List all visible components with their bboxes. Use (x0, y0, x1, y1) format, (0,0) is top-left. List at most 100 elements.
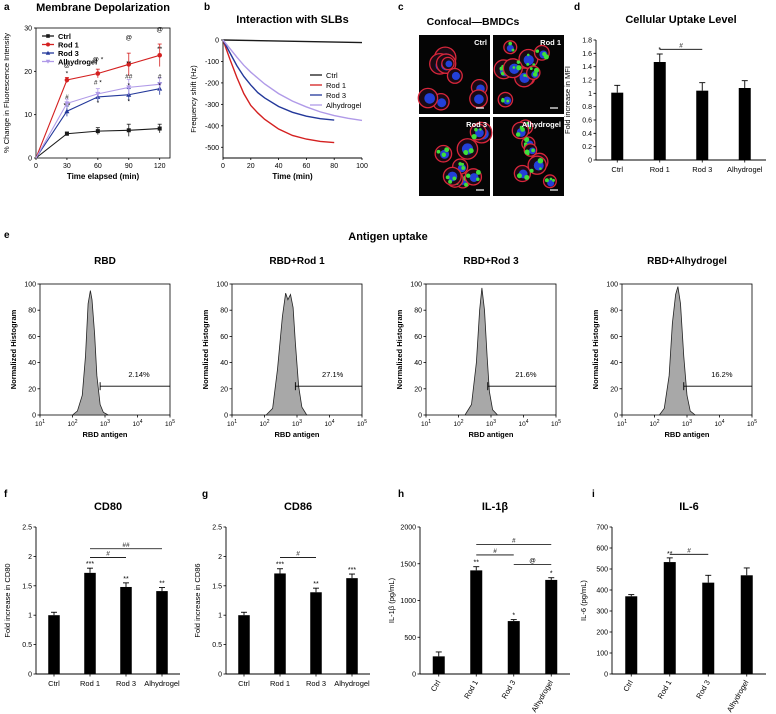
significance-mark: @ (156, 26, 163, 33)
antigen-signal (529, 168, 534, 173)
y-tick-label: 0 (412, 672, 416, 679)
y-tick-label: 100 (216, 282, 228, 289)
bar-ctrl (48, 615, 60, 674)
x-tick-label: Ctrl (611, 165, 623, 174)
x-tick-label: 104 (324, 419, 334, 428)
confocal-label: Rod 1 (540, 38, 561, 47)
x-tick-exponent: 2 (75, 419, 78, 425)
x-tick-exponent: 2 (267, 419, 270, 425)
x-tick-label: Ctrl (429, 678, 443, 693)
cell-nucleus (523, 54, 534, 66)
x-tick-label: 101 (35, 419, 45, 428)
y-tick-label: 40 (28, 360, 36, 367)
antigen-signal (512, 66, 516, 69)
x-tick-label: Rod 1 (80, 679, 100, 688)
series-line-alhydrogel (222, 39, 363, 122)
x-tick-label: Alhydrogel (144, 679, 180, 688)
y-tick-label: 60 (414, 334, 422, 341)
significance-mark: # (65, 94, 69, 101)
x-tick-label: 60 (94, 163, 102, 170)
x-tick-label: 104 (518, 419, 528, 428)
antigen-signal (529, 67, 533, 71)
y-axis-label: IL-1β (pg/mL) (387, 577, 396, 623)
y-tick-label: 100 (410, 282, 422, 289)
significance-mark: * * (63, 103, 70, 110)
antigen-signal (475, 169, 481, 175)
bar-alhydrogel (738, 88, 751, 160)
x-tick-label: 120 (154, 163, 166, 170)
antigen-signal (441, 152, 447, 157)
cell-nucleus (451, 71, 461, 81)
panel-letter-e: e (4, 230, 10, 241)
x-tick-base: 10 (324, 421, 332, 428)
y-tick-label: 0 (224, 413, 228, 420)
y-tick-label: 400 (596, 588, 608, 595)
y-tick-label: 0.6 (582, 118, 592, 125)
x-tick-label: 60 (303, 163, 311, 170)
y-tick-label: 10 (24, 112, 32, 119)
y-tick-label: -200 (205, 80, 219, 87)
antigen-signal (445, 175, 450, 180)
y-axis-label: Fold increase in CD80 (3, 563, 12, 637)
x-tick-base: 10 (227, 421, 235, 428)
significance-stars: *** (276, 562, 284, 569)
antigen-signal (468, 148, 474, 154)
antigen-signal (465, 173, 471, 178)
cell-nucleus (437, 98, 447, 108)
panel-c-confocal: c Confocal—BMDCs Ctrl Rod 1 Rod 3 Alhydroge… (398, 2, 564, 196)
y-tick-label: 0.5 (22, 642, 32, 649)
data-point (95, 91, 101, 97)
x-tick-exponent: 4 (526, 419, 529, 425)
significance-mark: * (158, 82, 161, 89)
y-tick-label: 80 (610, 308, 618, 315)
y-tick-label: 600 (596, 546, 608, 553)
data-point (64, 108, 70, 114)
x-tick-base: 10 (617, 421, 625, 428)
gate-percent: 2.14% (128, 370, 150, 379)
bar-rod-1 (663, 562, 676, 674)
data-point (157, 82, 163, 87)
x-tick-label: 101 (227, 419, 237, 428)
bracket-label: # (296, 551, 300, 558)
x-tick-base: 10 (292, 421, 300, 428)
legend-label: Rod 1 (58, 40, 79, 49)
x-axis-label: RBD antigen (83, 430, 128, 439)
series-line-rod-1 (222, 39, 335, 144)
x-tick-exponent: 4 (722, 419, 725, 425)
y-tick-label: 1500 (400, 561, 416, 568)
antigen-signal (535, 49, 540, 53)
x-tick-label: 0 (34, 163, 38, 170)
significance-mark: @ * (92, 56, 103, 63)
significance-stars: *** (348, 567, 356, 574)
antigen-signal (508, 41, 512, 46)
x-tick-label: Ctrl (48, 679, 60, 688)
x-tick-label: Alhydrogel (529, 678, 555, 713)
antigen-signal (516, 60, 521, 64)
x-tick-label: Rod 1 (656, 679, 674, 701)
y-tick-label: 2 (28, 554, 32, 561)
significance-mark: * (128, 82, 131, 89)
data-point (95, 129, 100, 134)
data-point (64, 131, 69, 136)
y-tick-label: 1.5 (22, 583, 32, 590)
significance-stars: * (512, 613, 515, 620)
x-tick-label: 20 (247, 163, 255, 170)
y-tick-label: 20 (610, 386, 618, 393)
y-axis-label: Normalized Histogram (201, 309, 210, 389)
antigen-signal (444, 147, 450, 153)
y-tick-label: 40 (610, 360, 618, 367)
significance-stars: ** (159, 581, 165, 588)
bracket-label: # (679, 42, 683, 49)
y-axis-label: IL-6 (pg/mL) (579, 580, 588, 621)
bracket-label: # (687, 547, 691, 554)
y-tick-label: 2 (218, 554, 222, 561)
antigen-signal (524, 174, 530, 180)
bar-ctrl (611, 92, 624, 160)
chart-title: CD80 (94, 501, 122, 513)
y-tick-label: 1 (588, 91, 592, 98)
y-tick-label: 1.4 (582, 64, 592, 71)
bar-alhydrogel (545, 579, 558, 674)
x-tick-label: 105 (551, 419, 561, 428)
antigen-signal (526, 152, 530, 156)
